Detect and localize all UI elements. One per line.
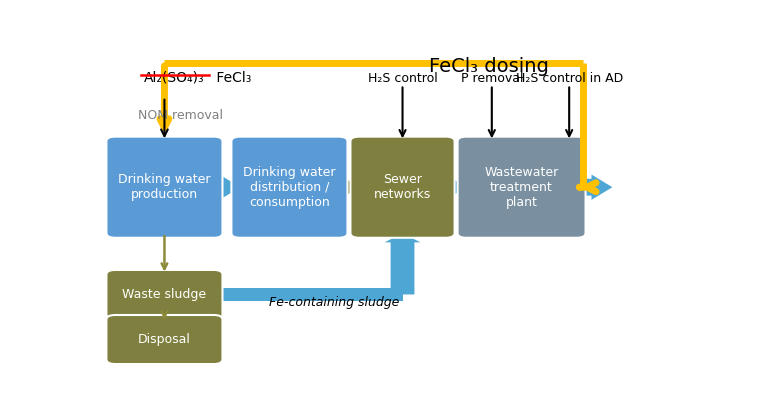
Text: P removal: P removal	[461, 72, 523, 84]
FancyBboxPatch shape	[350, 137, 455, 238]
Polygon shape	[339, 175, 359, 200]
Text: FeCl₃: FeCl₃	[212, 70, 251, 84]
Text: Waste sludge: Waste sludge	[122, 288, 207, 301]
Polygon shape	[385, 233, 420, 295]
FancyBboxPatch shape	[458, 137, 585, 238]
Text: Sewer
networks: Sewer networks	[374, 173, 431, 201]
FancyBboxPatch shape	[231, 137, 347, 238]
Polygon shape	[214, 175, 240, 200]
FancyBboxPatch shape	[107, 315, 223, 364]
Text: H₂S control: H₂S control	[368, 72, 438, 84]
Text: H₂S control in AD: H₂S control in AD	[515, 72, 623, 84]
FancyBboxPatch shape	[107, 137, 223, 238]
Text: Al₂(SO₄)₃: Al₂(SO₄)₃	[144, 70, 204, 84]
Text: Fe-containing sludge: Fe-containing sludge	[269, 296, 399, 308]
Polygon shape	[445, 175, 466, 200]
Bar	[214, 288, 402, 300]
Text: Wastewater
treatment
plant: Wastewater treatment plant	[485, 166, 558, 209]
Text: FeCl₃ dosing: FeCl₃ dosing	[429, 57, 549, 76]
Text: Drinking water
production: Drinking water production	[118, 173, 210, 201]
Text: NOM removal: NOM removal	[137, 109, 223, 122]
FancyBboxPatch shape	[107, 270, 223, 319]
Text: Disposal: Disposal	[138, 333, 191, 346]
Polygon shape	[577, 175, 612, 200]
Text: Drinking water
distribution /
consumption: Drinking water distribution / consumptio…	[243, 166, 336, 209]
